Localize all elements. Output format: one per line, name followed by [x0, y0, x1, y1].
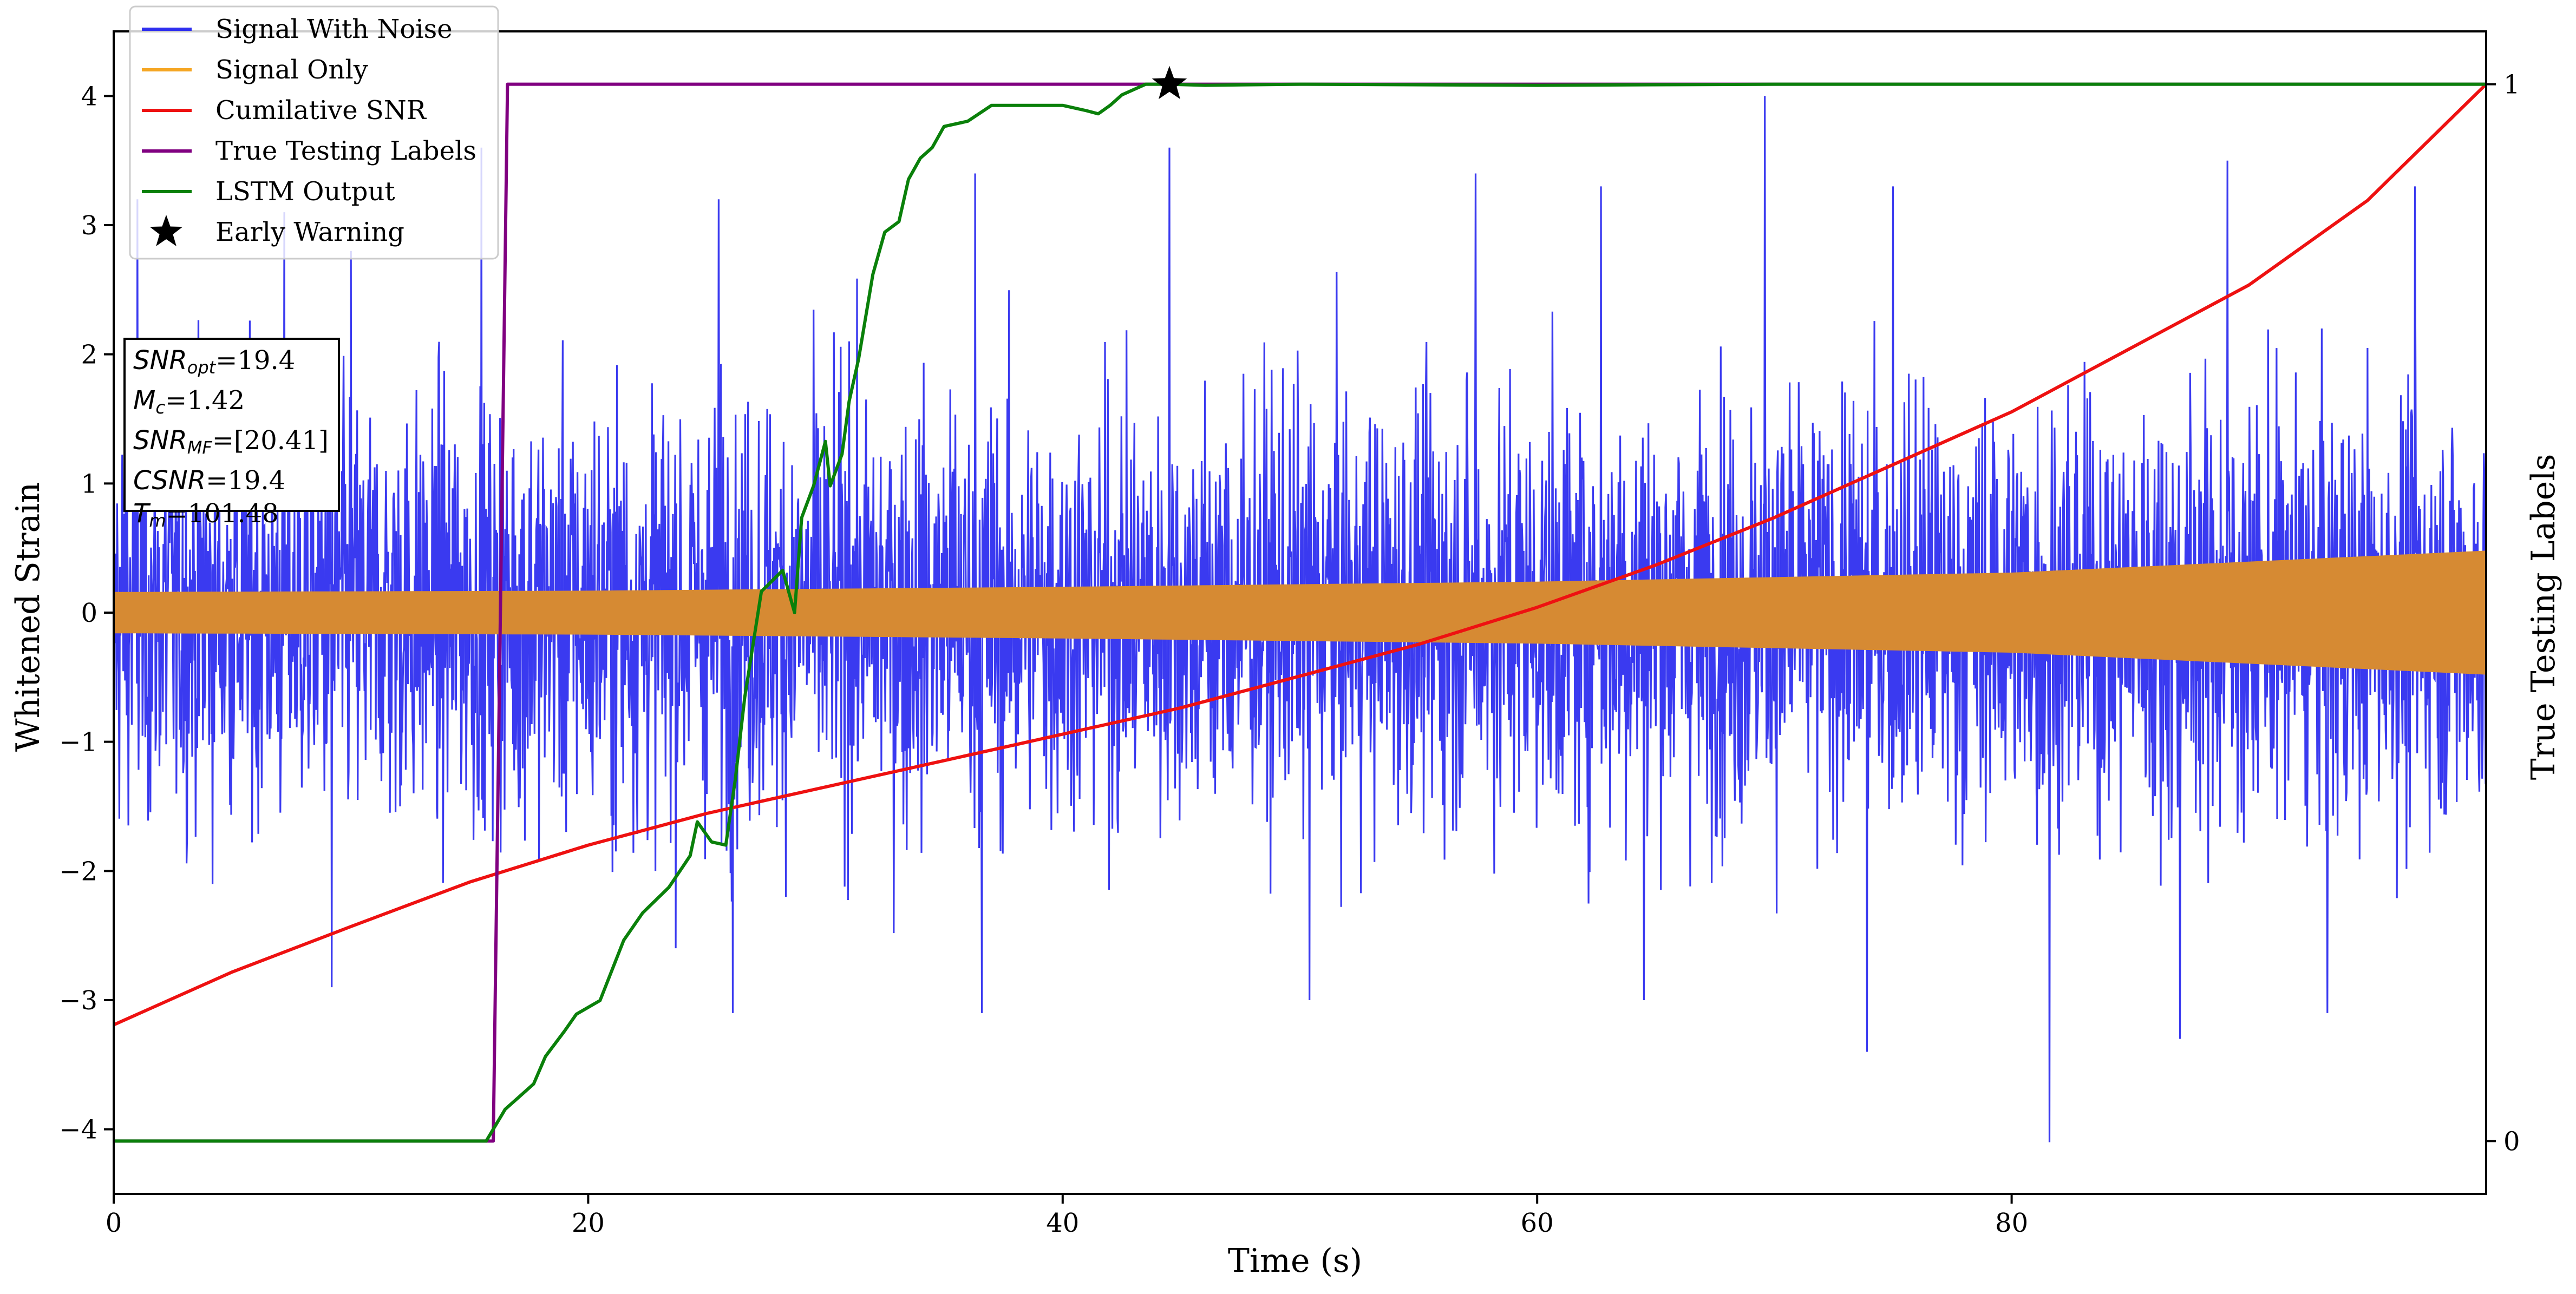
x-axis-title: Time (s) [1228, 1242, 1362, 1280]
legend-label: Signal Only [215, 55, 368, 85]
series-signal-only [114, 550, 2486, 675]
param-snr-mf: SNRMF=[20.41] [133, 425, 329, 458]
legend-label: LSTM Output [215, 176, 395, 207]
x-tick-label: 40 [1046, 1208, 1079, 1238]
legend-label: True Testing Labels [215, 136, 476, 166]
y-left-tick-label: −2 [59, 856, 97, 886]
y-left-tick-label: 1 [81, 469, 97, 499]
y-axis-right-title: True Testing Labels [2525, 454, 2562, 780]
legend-label: Signal With Noise [215, 14, 453, 44]
x-tick-label: 20 [572, 1208, 605, 1238]
y-left-tick-label: −3 [59, 986, 97, 1016]
series-lines [114, 82, 2486, 1143]
x-tick-label: 0 [106, 1208, 122, 1238]
legend-swatch-early-warning [149, 215, 183, 246]
parameters-box: SNRopt=19.4 Mc=1.42 SNRMF=[20.41] CSNR=1… [123, 338, 340, 531]
param-csnr: CSNR=19.4 [133, 465, 286, 496]
signal-only-band [114, 550, 2486, 675]
legend: Signal With Noise Signal Only Cumilative S… [129, 5, 499, 260]
legend-label: Early Warning [215, 217, 404, 247]
legend-frame [129, 5, 499, 260]
param-mc: Mc=1.42 [133, 385, 245, 418]
y-left-tick-label: 4 [81, 81, 97, 111]
lstm-output-line [114, 82, 2486, 1143]
y-right-tick-label: 0 [2503, 1126, 2520, 1157]
y-left-tick-label: 3 [81, 211, 97, 241]
y-axis-left-title: Whitened Strain [9, 482, 47, 752]
y-left-tick-label: −1 [59, 727, 97, 758]
y-left-tick-label: 2 [81, 340, 97, 370]
cumilative-snr-line [114, 83, 2486, 1027]
x-tick-label: 60 [1521, 1208, 1554, 1238]
series-early-warning [1152, 65, 1187, 100]
y-left-tick-label: −4 [59, 1115, 97, 1145]
legend-label: Cumilative SNR [215, 95, 427, 126]
y-left-tick-label: 0 [81, 598, 97, 628]
param-tm: Tm=101.48 [133, 498, 279, 531]
early-warning-star [1152, 65, 1187, 100]
y-right-tick-label: 1 [2503, 70, 2520, 100]
x-tick-label: 80 [1995, 1208, 2028, 1238]
param-snr-opt: SNRopt=19.4 [133, 345, 296, 378]
